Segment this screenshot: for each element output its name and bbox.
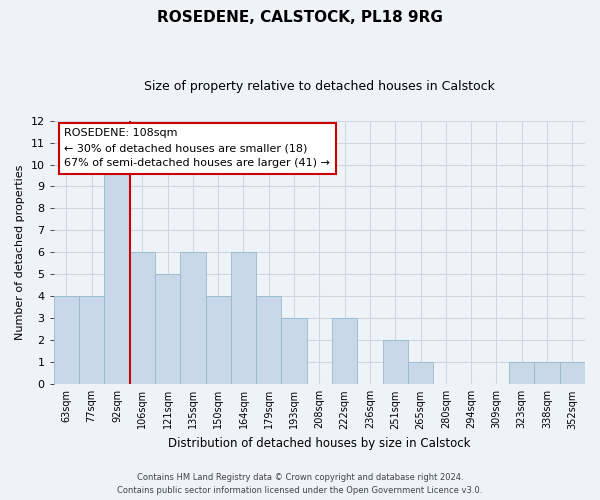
Text: ROSEDENE, CALSTOCK, PL18 9RG: ROSEDENE, CALSTOCK, PL18 9RG [157, 10, 443, 25]
Bar [54, 296, 79, 384]
Bar [231, 252, 256, 384]
X-axis label: Distribution of detached houses by size in Calstock: Distribution of detached houses by size … [168, 437, 470, 450]
Bar [535, 362, 560, 384]
Bar [383, 340, 408, 384]
Bar [180, 252, 206, 384]
Bar [206, 296, 231, 384]
Bar [130, 252, 155, 384]
Bar [509, 362, 535, 384]
Bar [104, 164, 130, 384]
Text: ROSEDENE: 108sqm
← 30% of detached houses are smaller (18)
67% of semi-detached : ROSEDENE: 108sqm ← 30% of detached house… [64, 128, 330, 168]
Y-axis label: Number of detached properties: Number of detached properties [15, 164, 25, 340]
Bar [332, 318, 358, 384]
Bar [408, 362, 433, 384]
Bar [79, 296, 104, 384]
Bar [256, 296, 281, 384]
Text: Contains HM Land Registry data © Crown copyright and database right 2024.
Contai: Contains HM Land Registry data © Crown c… [118, 474, 482, 495]
Bar [155, 274, 180, 384]
Bar [560, 362, 585, 384]
Title: Size of property relative to detached houses in Calstock: Size of property relative to detached ho… [144, 80, 495, 93]
Bar [281, 318, 307, 384]
